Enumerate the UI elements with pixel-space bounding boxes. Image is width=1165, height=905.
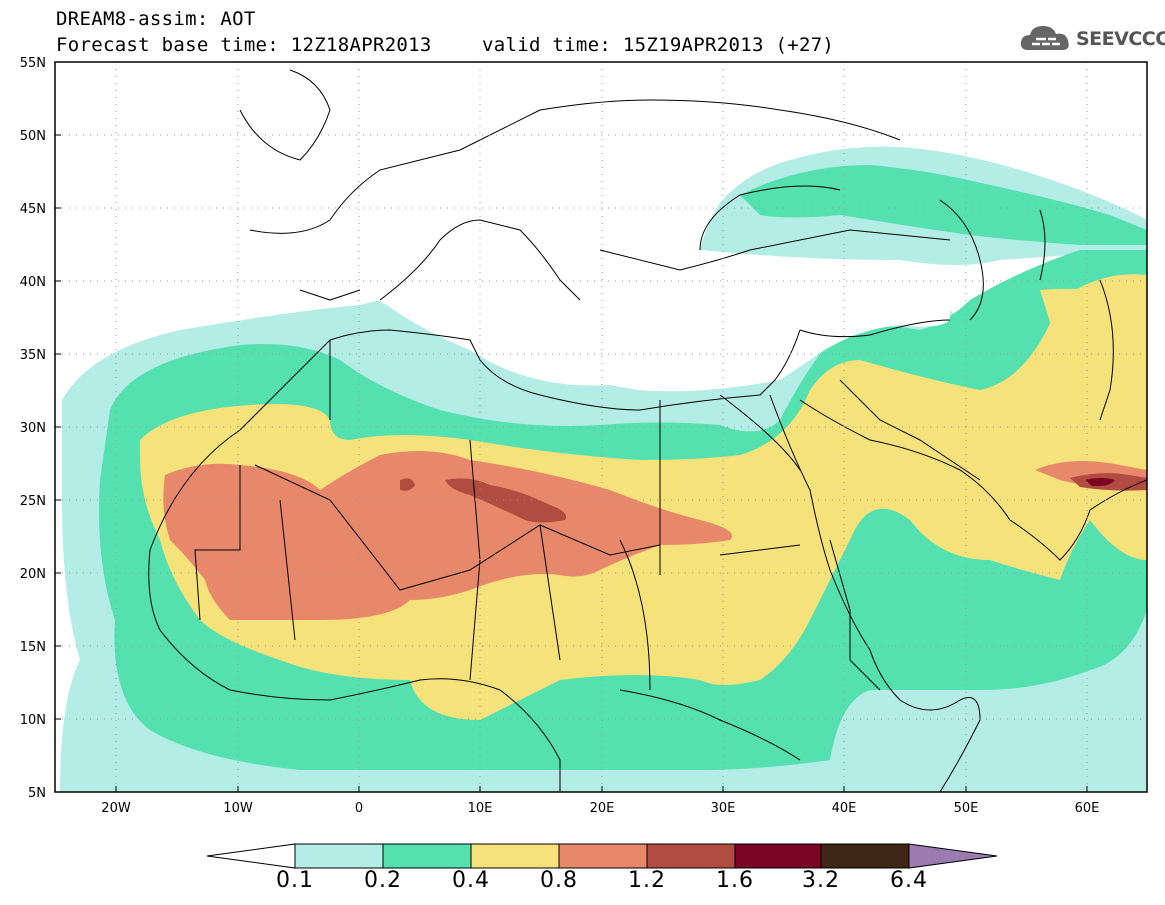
colorbar-label: 0.1 — [276, 868, 314, 893]
aot-band-0.8 — [163, 451, 733, 620]
lat-label: 50N — [20, 129, 46, 144]
lon-label: 10W — [223, 801, 253, 816]
lat-label: 20N — [20, 567, 46, 582]
europe-landmass — [55, 62, 1147, 350]
lon-label: 50E — [954, 801, 979, 816]
lat-label: 55N — [20, 56, 46, 71]
logo-text: SEEVCCC — [1076, 28, 1165, 50]
cloud-logo-icon — [1020, 26, 1069, 50]
lon-label: 10E — [468, 801, 493, 816]
lat-label: 30N — [20, 421, 46, 436]
mediterranean-sea — [375, 300, 950, 392]
latitude-labels: 55N 50N 45N 40N 35N 30N 25N 20N 15N 10N … — [20, 56, 46, 801]
lon-label: 20E — [590, 801, 615, 816]
colorbar-label: 0.8 — [540, 868, 578, 893]
map-title: DREAM8-assim: AOT — [56, 8, 256, 30]
colorbar-label: 0.4 — [452, 868, 490, 893]
colorbar-label: 1.6 — [716, 868, 754, 893]
aot-band-0.2-north — [740, 165, 1147, 245]
graticule — [55, 62, 1147, 792]
lon-label: 0 — [355, 801, 363, 816]
colorbar-label: 1.2 — [628, 868, 666, 893]
lon-label: 60E — [1075, 801, 1100, 816]
seevccc-logo: SEEVCCC — [1018, 20, 1165, 60]
lat-label: 15N — [20, 640, 46, 655]
aot-band-1.6 — [1085, 478, 1115, 487]
lat-label: 35N — [20, 348, 46, 363]
lat-label: 5N — [28, 786, 46, 801]
lat-label: 10N — [20, 713, 46, 728]
colorbar-label: 6.4 — [890, 868, 928, 893]
valid-time: valid time: 15Z19APR2013 (+27) — [482, 34, 835, 56]
lon-label: 20W — [101, 801, 131, 816]
longitude-labels: 20W 10W 0 10E 20E 30E 40E 50E 60E — [101, 801, 1099, 816]
colorbar-label: 0.2 — [364, 868, 402, 893]
lat-label: 25N — [20, 494, 46, 509]
axis-ticks — [55, 134, 1088, 792]
lon-label: 30E — [711, 801, 736, 816]
country-borders — [148, 69, 1147, 792]
lon-label: 40E — [832, 801, 857, 816]
aot-band-1.2 — [445, 478, 566, 523]
lat-label: 45N — [20, 202, 46, 217]
colorbar-label: 3.2 — [802, 868, 840, 893]
aot-band-0.4-mideast — [1040, 288, 1147, 480]
aot-contours — [55, 62, 1147, 792]
lat-label: 40N — [20, 275, 46, 290]
aot-band-1.2-b — [400, 478, 415, 491]
forecast-base-time: Forecast base time: 12Z18APR2013 — [56, 34, 432, 56]
